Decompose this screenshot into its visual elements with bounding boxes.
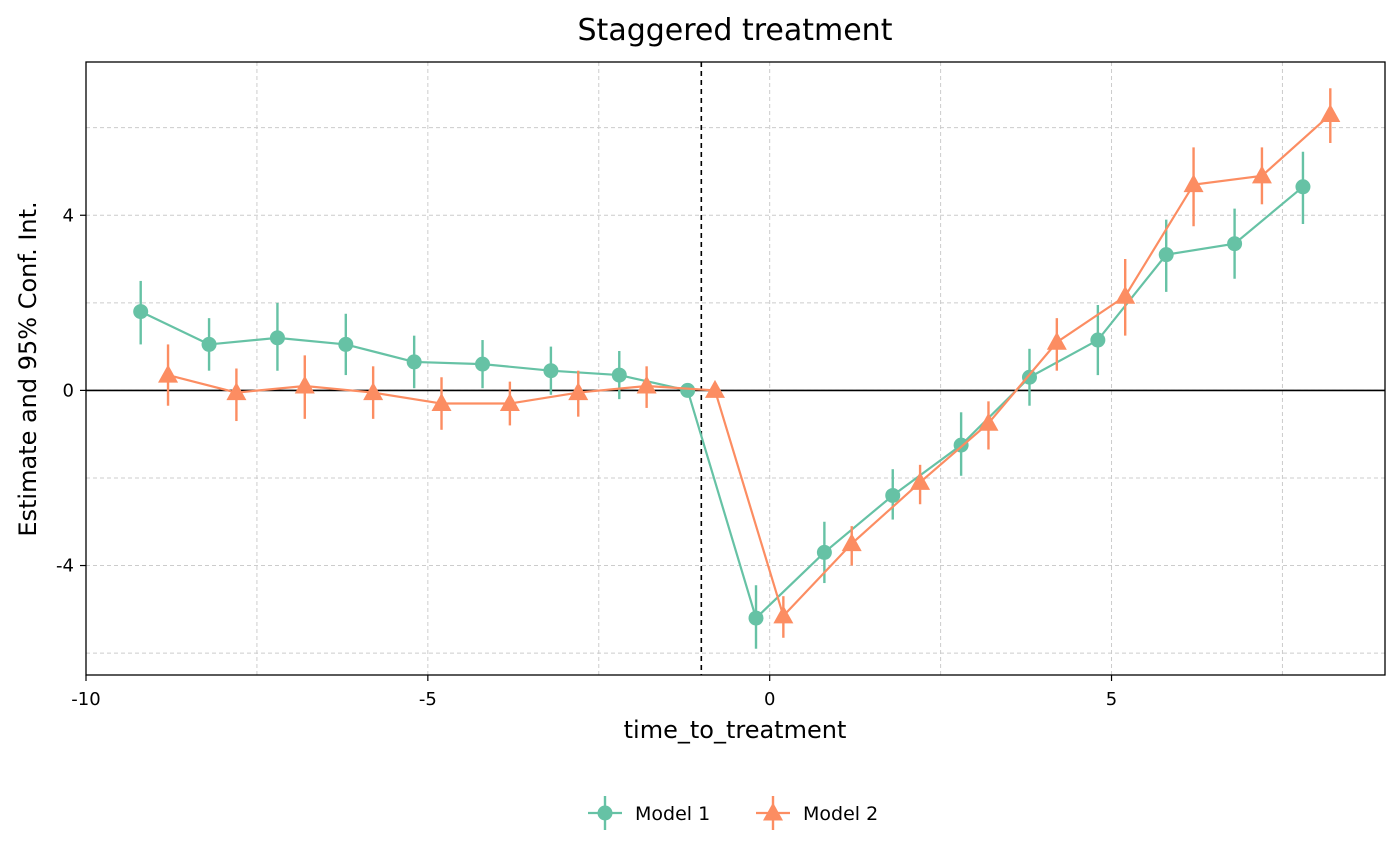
model-2-point [226, 382, 247, 401]
model-1-point [133, 304, 149, 320]
x-tick-label: 5 [1106, 689, 1117, 710]
model-1-point [816, 544, 832, 560]
model-2-point [910, 471, 931, 490]
plot-area: -10 -5 0 5 -4 0 4 [56, 61, 1386, 710]
model-2-line [167, 113, 1332, 619]
model-2-point [568, 382, 589, 401]
legend-label-model-1: Model 1 [635, 803, 710, 825]
x-tick-label: -5 [419, 689, 437, 710]
plot-border [85, 61, 1386, 676]
model-1-point [475, 356, 491, 372]
model-2-point [636, 375, 657, 394]
model-2-point [1183, 174, 1204, 193]
model-2-point [1320, 104, 1341, 123]
y-axis-label: Estimate and 95% Conf. Int. [14, 201, 42, 536]
legend-key-marker-model-1 [597, 805, 613, 821]
chart-title: Staggered treatment [578, 13, 893, 48]
model-1-point [1090, 332, 1106, 348]
model-1-point [338, 336, 354, 352]
model-2-point [431, 393, 452, 412]
x-axis-label: time_to_treatment [624, 716, 847, 744]
model-1-point [1295, 179, 1311, 195]
y-tick-label: 0 [63, 380, 74, 401]
model-2-point [1046, 331, 1067, 350]
model-2-point [499, 393, 520, 412]
model-1-point [611, 367, 627, 383]
model-2-point [158, 364, 179, 383]
model-1-point [1021, 369, 1037, 385]
model-1-line [140, 185, 1304, 621]
legend: Model 1 Model 2 [588, 796, 878, 830]
legend-key-marker-model-2 [763, 802, 783, 821]
legend-label-model-2: Model 2 [803, 803, 878, 825]
model-2-point [704, 379, 725, 398]
model-1-point [1158, 247, 1174, 263]
model-2-point [294, 375, 315, 394]
model-1-point [680, 382, 696, 398]
model-1-point [543, 363, 559, 379]
y-tick-label: -4 [56, 556, 74, 577]
model-1-point [885, 487, 901, 503]
model-2-point [773, 605, 794, 624]
model-2-point [978, 412, 999, 431]
model-2-point [841, 533, 862, 552]
model-1-point [748, 610, 764, 626]
model-1-point [1227, 236, 1243, 252]
model-1-point [201, 336, 217, 352]
x-tick-label: 0 [764, 689, 775, 710]
model-2-point [363, 382, 384, 401]
model-2-point [1251, 165, 1272, 184]
model-1-point [406, 354, 422, 370]
x-tick-label: -10 [71, 689, 100, 710]
model-2-point [1115, 285, 1136, 304]
y-tick-label: 4 [63, 205, 74, 226]
model-1-point [269, 330, 285, 346]
